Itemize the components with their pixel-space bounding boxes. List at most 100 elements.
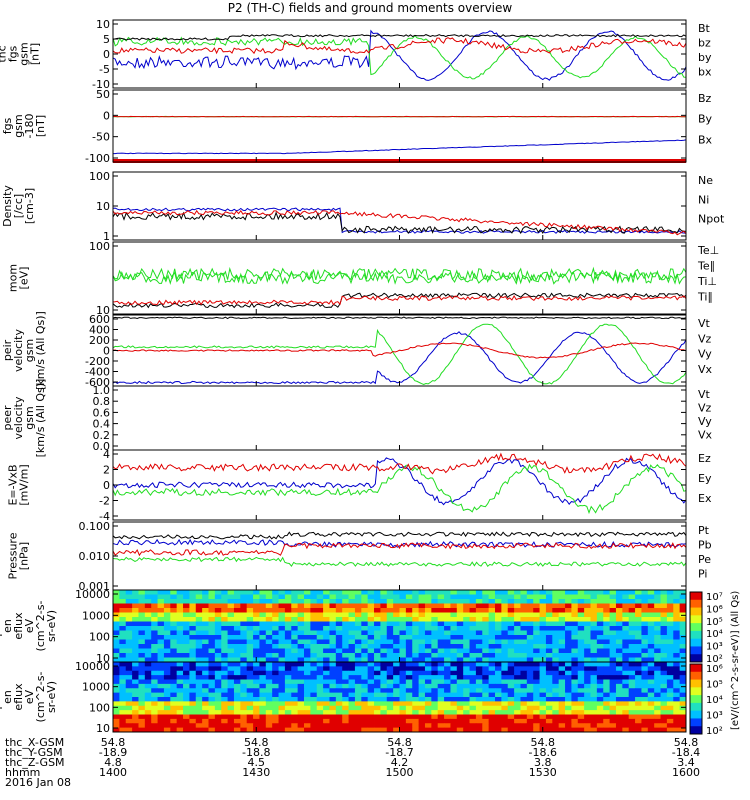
spectrogram-cell: [240, 621, 248, 627]
spectrogram-cell: [405, 705, 413, 711]
spectrogram-cell: [138, 705, 146, 711]
spectrogram-cell: [431, 608, 439, 613]
spectrogram-cell: [144, 590, 152, 595]
spectrogram-cell: [475, 617, 483, 622]
spectrogram-cell: [584, 653, 591, 658]
spectrogram-cell: [437, 635, 445, 640]
spectrogram-cell: [482, 662, 490, 667]
spectrogram-cell: [590, 727, 598, 733]
spectrogram-cell: [316, 644, 324, 649]
spectrogram-cell: [596, 617, 604, 622]
spectrogram-cell: [603, 670, 610, 676]
spectrogram-cell: [431, 590, 439, 595]
spectrogram-cell: [679, 603, 687, 609]
spectrogram-cell: [475, 670, 483, 676]
spectrogram-cell: [125, 594, 133, 600]
spectrogram-cell: [272, 617, 279, 622]
spectrogram-cell: [227, 608, 235, 613]
spectrogram-cell: [424, 670, 432, 676]
spectrogram-cell: [577, 714, 585, 720]
spectrogram-cell: [399, 701, 407, 707]
spectrogram-cell: [119, 710, 127, 715]
spectrogram-cell: [437, 644, 445, 649]
spectrogram-cell: [233, 612, 241, 618]
spectrogram-cell: [176, 657, 184, 663]
spectrogram-cell: [475, 683, 483, 689]
spectrogram-cell: [151, 630, 158, 636]
spectrogram-cell: [157, 603, 165, 609]
spectrogram-cell: [577, 653, 585, 658]
spectrogram-cell: [272, 727, 279, 733]
spectrogram-cell: [183, 718, 190, 724]
spectrogram-cell: [125, 670, 133, 676]
spectrogram-cell: [138, 710, 146, 715]
y-tick-label: -600: [85, 376, 110, 389]
spectrogram-cell: [195, 599, 203, 604]
spectrogram-cell: [113, 626, 120, 631]
spectrogram-cell: [233, 630, 241, 636]
spectrogram-cell: [202, 718, 209, 724]
spectrogram-cell: [495, 727, 502, 733]
spectrogram-cell: [183, 617, 190, 622]
spectrogram-cell: [316, 617, 324, 622]
spectrogram-cell: [144, 670, 152, 676]
spectrogram-cell: [380, 701, 388, 707]
spectrogram-cell: [246, 653, 254, 658]
spectrogram-cell: [393, 718, 400, 724]
spectrogram-cell: [176, 670, 184, 676]
spectrogram-cell: [463, 603, 470, 609]
spectrogram-cell: [176, 662, 184, 667]
spectrogram-cell: [609, 635, 617, 640]
spectrogram-cell: [641, 630, 649, 636]
spectrogram-cell: [157, 688, 165, 694]
spectrogram-cell: [272, 692, 279, 698]
spectrogram-cell: [297, 594, 305, 600]
spectrogram-cell: [157, 679, 165, 685]
spectrogram-cell: [374, 683, 381, 689]
spectrogram-cell: [666, 635, 674, 640]
spectrogram-cell: [386, 692, 394, 698]
spectrogram-cell: [253, 679, 260, 685]
spectrogram-cell: [386, 723, 394, 729]
spectrogram-cell: [374, 679, 381, 685]
spectrogram-cell: [176, 727, 184, 733]
spectrogram-cell: [577, 617, 585, 622]
spectrogram-cell: [380, 630, 388, 636]
spectrogram-cell: [170, 612, 178, 618]
spectrogram-cell: [291, 608, 299, 613]
spectrogram-cell: [361, 714, 369, 720]
spectrogram-cell: [348, 697, 356, 702]
spectrogram-cell: [316, 648, 324, 654]
spectrogram-cell: [609, 608, 617, 613]
spectrogram-cell: [291, 662, 299, 667]
spectrogram-cell: [647, 697, 655, 702]
spectrogram-cell: [514, 718, 521, 724]
spectrogram-cell: [144, 617, 152, 622]
spectrogram-cell: [660, 617, 668, 622]
spectrogram-cell: [323, 683, 330, 689]
spectrogram-cell: [405, 653, 413, 658]
spectrogram-cell: [405, 648, 413, 654]
series-Pe: [112, 556, 687, 567]
spectrogram-cell: [304, 710, 311, 715]
spectrogram-cell: [208, 603, 216, 609]
spectrogram-cell: [284, 705, 292, 711]
spectrogram-cell: [221, 608, 228, 613]
spectrogram-cell: [437, 705, 445, 711]
spectrogram-cell: [284, 714, 292, 720]
spectrogram-cell: [297, 639, 305, 645]
spectrogram-cell: [609, 621, 617, 627]
spectrogram-cell: [488, 692, 496, 698]
spectrogram-cell: [132, 617, 139, 622]
spectrogram-cell: [265, 683, 273, 689]
spectrogram-cell: [622, 608, 630, 613]
spectrogram-cell: [348, 626, 356, 631]
spectrogram-cell: [144, 692, 152, 698]
legend-by: by: [698, 51, 712, 64]
spectrogram-cell: [571, 675, 579, 680]
spectrogram-cell: [590, 648, 598, 654]
spectrogram-cell: [539, 612, 547, 618]
spectrogram-cell: [475, 666, 483, 672]
